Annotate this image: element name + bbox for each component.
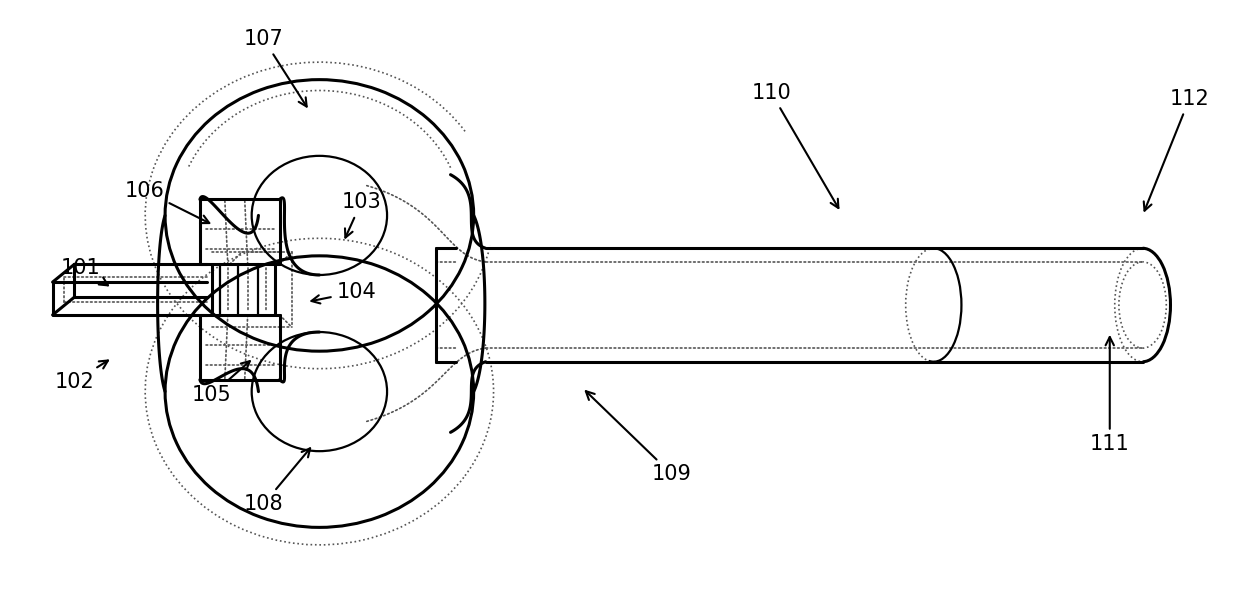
Text: 110: 110	[751, 83, 838, 208]
Text: 111: 111	[1090, 337, 1130, 454]
Text: 101: 101	[61, 258, 108, 285]
Text: 104: 104	[311, 282, 376, 303]
Text: 107: 107	[244, 29, 306, 107]
Text: 102: 102	[55, 361, 108, 392]
Text: 108: 108	[244, 448, 310, 514]
Text: 106: 106	[124, 181, 210, 223]
Text: 105: 105	[192, 361, 249, 404]
Text: 109: 109	[585, 391, 692, 484]
Text: 103: 103	[341, 193, 381, 238]
Text: 112: 112	[1143, 89, 1209, 210]
